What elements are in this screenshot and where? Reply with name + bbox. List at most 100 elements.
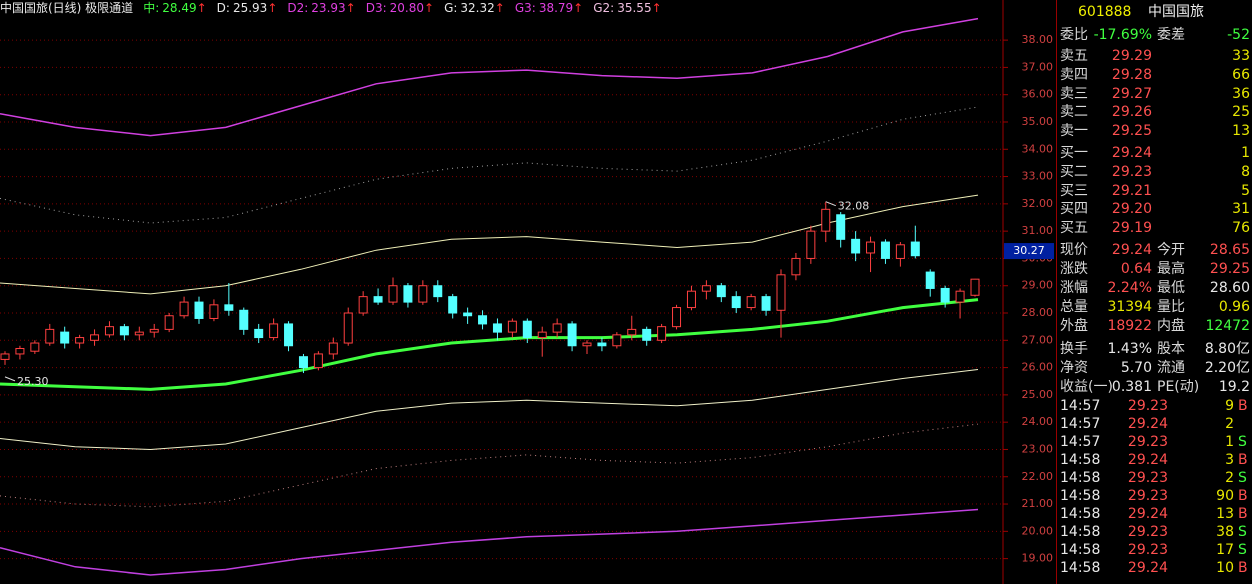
candle-body: [284, 323, 294, 347]
text: 卖二: [1060, 104, 1088, 121]
text: 76: [1232, 220, 1250, 237]
y-tick-label: 25.00: [1022, 388, 1054, 401]
text: 14:58: [1060, 524, 1101, 540]
candle-body: [134, 331, 144, 336]
text: 14:58: [1060, 560, 1101, 576]
text: 19.2: [1218, 379, 1250, 395]
text: 流通: [1157, 360, 1185, 376]
text: 卖五: [1060, 48, 1088, 64]
candle-body: [30, 342, 40, 352]
text: 13: [1232, 123, 1250, 140]
text: 14:58: [1060, 470, 1101, 486]
y-tick-label: 31.00: [1022, 224, 1054, 237]
candle-body: [791, 257, 801, 276]
text: 委差: [1157, 27, 1185, 43]
text: 5: [1241, 182, 1250, 199]
candle-body: [224, 304, 234, 311]
candle-body: [179, 301, 189, 317]
text: 29.23: [1127, 434, 1168, 450]
text: 31394: [1107, 299, 1152, 315]
y-tick-label: 28.00: [1022, 306, 1054, 319]
indicator-name: G:: [444, 1, 458, 15]
indicator-name: G3:: [514, 1, 536, 15]
text: 净资: [1060, 360, 1088, 376]
indicator: 中: 28.49↑: [143, 0, 206, 16]
quote-panel: 601888 中国国旅 委比 -17.69% 委差 -52 卖五 29.29 33 卖四 29.28…: [1056, 0, 1252, 584]
text: 14:58: [1060, 452, 1101, 468]
candle-body: [343, 312, 353, 344]
y-tick-label: 29.00: [1022, 279, 1054, 292]
text: B: [1238, 452, 1248, 468]
candle-body: [269, 323, 279, 339]
candle-body: [164, 315, 174, 330]
text: 买二: [1060, 163, 1088, 180]
text: 29.23: [1127, 542, 1168, 558]
text: B: [1238, 506, 1248, 522]
candle-body: [746, 296, 756, 309]
candle-body: [851, 238, 861, 254]
text: B: [1238, 398, 1248, 414]
candle-body: [90, 334, 100, 341]
candle-body: [955, 290, 965, 303]
text: B: [1238, 488, 1248, 504]
text: 31: [1232, 201, 1250, 218]
candle-body: [716, 285, 726, 298]
y-tick-label: 38.00: [1022, 33, 1054, 46]
candle-body: [686, 290, 696, 309]
candle-body: [239, 309, 249, 330]
band-line: [0, 298, 979, 391]
text: 2: [1225, 416, 1234, 432]
candle-body: [313, 353, 323, 369]
text: B: [1238, 560, 1248, 576]
indicator: D: 25.93↑: [217, 0, 278, 16]
candle-body: [254, 328, 264, 339]
text: 29.23: [1127, 470, 1168, 486]
text: 29.23: [1127, 488, 1168, 504]
title: 中国国旅(日线) 极限通道: [0, 1, 134, 15]
candle-body: [761, 296, 771, 311]
text: 28.65: [1209, 242, 1250, 258]
y-tick-label: 34.00: [1022, 142, 1054, 155]
candle-body: [612, 334, 622, 347]
text: 29.23: [1127, 398, 1168, 414]
text: 12472: [1205, 318, 1250, 334]
text: 25: [1232, 104, 1250, 121]
text: 内盘: [1157, 318, 1185, 334]
candle-body: [60, 331, 70, 344]
indicator-name: 中:: [143, 1, 160, 15]
y-tick-label: 20.00: [1022, 524, 1054, 537]
text: 外盘: [1060, 318, 1088, 334]
text: 0.381: [1111, 379, 1152, 395]
candle-body: [45, 328, 55, 344]
band-line: [0, 423, 979, 508]
indicator-value: 25.93: [232, 1, 268, 15]
y-tick-label: 33.00: [1022, 170, 1054, 183]
indicator-name: G2:: [593, 1, 615, 15]
band-line: [0, 106, 979, 224]
text: -52: [1227, 27, 1250, 43]
candle-body: [448, 296, 458, 314]
candle-body: [492, 323, 502, 333]
text: 38: [1216, 524, 1234, 540]
y-tick-label: 21.00: [1022, 497, 1054, 510]
text: 14:57: [1060, 434, 1101, 450]
candle-body: [925, 271, 935, 289]
y-tick-label: 37.00: [1022, 60, 1054, 73]
text: 14:58: [1060, 506, 1101, 522]
text: 14:58: [1060, 542, 1101, 558]
text: S: [1238, 470, 1247, 486]
candle-body: [15, 347, 25, 355]
text: 29.24: [1111, 242, 1152, 258]
text: S: [1238, 524, 1247, 540]
text: 今开: [1157, 242, 1185, 258]
text: 总量: [1060, 299, 1088, 315]
candle-body: [672, 307, 682, 328]
text: 收益(一): [1060, 379, 1113, 395]
indicator-arrow: ↑: [424, 1, 435, 15]
indicator-value: 28.49: [162, 1, 197, 15]
candle-body: [776, 274, 786, 311]
text: 股本: [1157, 341, 1185, 357]
indicator-arrow: ↑: [651, 1, 662, 15]
text: 29.23: [1111, 163, 1152, 180]
